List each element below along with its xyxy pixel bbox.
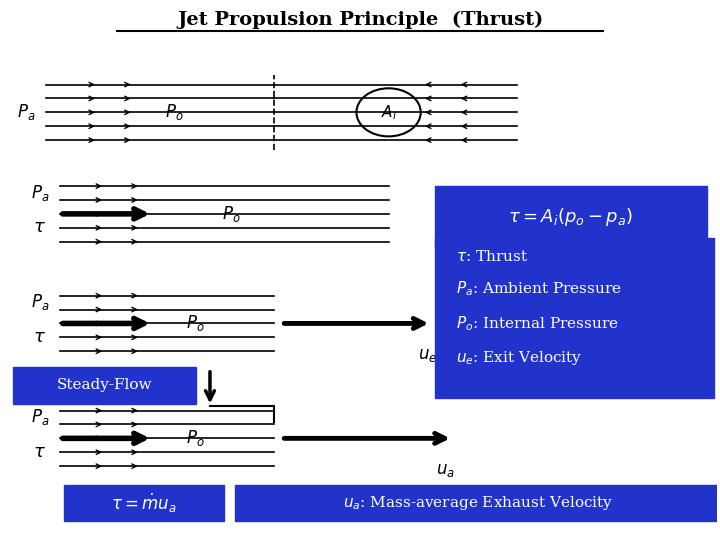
Text: $P_o$: Internal Pressure: $P_o$: Internal Pressure bbox=[456, 314, 619, 333]
Text: $u_a$: Mass-average Exhaust Velocity: $u_a$: Mass-average Exhaust Velocity bbox=[343, 494, 613, 512]
FancyBboxPatch shape bbox=[235, 485, 717, 521]
Text: $\tau$: Thrust: $\tau$: Thrust bbox=[456, 249, 528, 264]
Text: $\tau=A_i(p_o-p_a)$: $\tau=A_i(p_o-p_a)$ bbox=[508, 206, 634, 227]
Text: $P_a$: $P_a$ bbox=[31, 183, 49, 202]
Text: $P_o$: $P_o$ bbox=[165, 103, 184, 123]
Text: $A_i$: $A_i$ bbox=[380, 103, 397, 122]
Text: $u_e$: $u_e$ bbox=[418, 348, 438, 364]
Text: $\tau$: $\tau$ bbox=[32, 218, 45, 236]
FancyBboxPatch shape bbox=[63, 485, 224, 521]
Text: $P_o$: $P_o$ bbox=[222, 204, 240, 224]
Text: Steady-Flow: Steady-Flow bbox=[57, 379, 153, 393]
Text: $P_a$: $P_a$ bbox=[31, 292, 49, 312]
Text: $P_a$: $P_a$ bbox=[31, 407, 49, 427]
FancyBboxPatch shape bbox=[14, 367, 196, 403]
Text: $P_a$: Ambient Pressure: $P_a$: Ambient Pressure bbox=[456, 279, 622, 298]
Text: $P_o$: $P_o$ bbox=[186, 313, 205, 333]
Text: Jet Propulsion Principle  (Thrust): Jet Propulsion Principle (Thrust) bbox=[177, 11, 543, 29]
Text: $\tau=\dot{m}u_a$: $\tau=\dot{m}u_a$ bbox=[111, 491, 176, 515]
FancyBboxPatch shape bbox=[435, 186, 706, 247]
Text: $P_o$: $P_o$ bbox=[186, 428, 205, 448]
FancyBboxPatch shape bbox=[435, 238, 714, 399]
Text: $\tau$: $\tau$ bbox=[32, 328, 45, 346]
Text: $\tau$: $\tau$ bbox=[32, 443, 45, 461]
Text: $u_e$: Exit Velocity: $u_e$: Exit Velocity bbox=[456, 349, 583, 367]
Text: $u_a$: $u_a$ bbox=[436, 462, 455, 480]
Text: $P_a$: $P_a$ bbox=[17, 103, 35, 123]
